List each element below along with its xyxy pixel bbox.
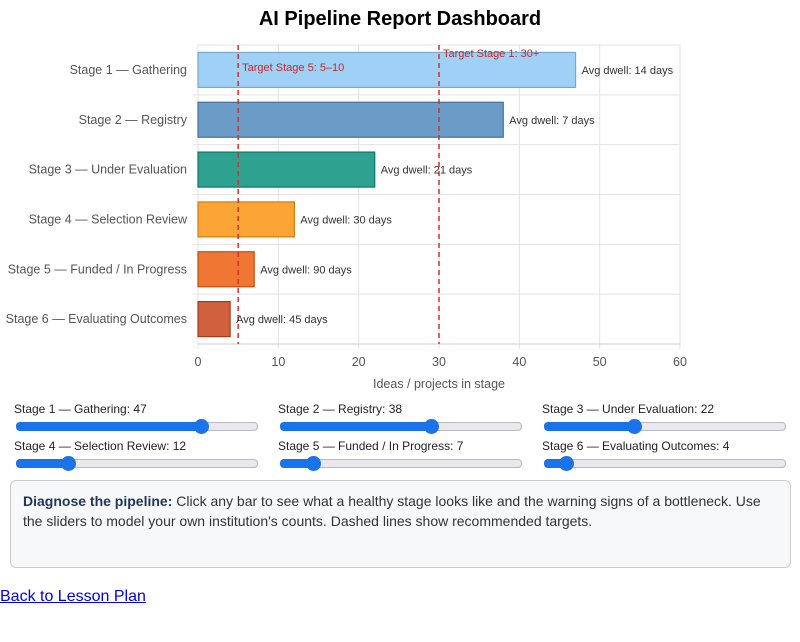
category-label: Stage 1 — Gathering (70, 63, 187, 77)
x-tick-label: 50 (593, 355, 607, 369)
slider-thumb[interactable] (559, 456, 575, 471)
x-tick-label: 10 (271, 355, 285, 369)
bar-stage-4[interactable] (197, 201, 296, 238)
slider-stage-3: Stage 3 — Under Evaluation: 22 (542, 402, 790, 435)
slider-track[interactable] (14, 454, 258, 472)
slider-stage-1: Stage 1 — Gathering: 47 (14, 402, 278, 435)
slider-fill (544, 459, 567, 468)
target-label: Target Stage 1: 30+ (443, 48, 539, 60)
bar-data-label: Avg dwell: 7 days (509, 115, 595, 127)
target-label: Target Stage 5: 5–10 (242, 62, 344, 74)
slider-fill (280, 422, 431, 431)
x-tick-label: 60 (673, 355, 687, 369)
chart-labels: 0 10 20 30 40 50 60 Stage 1 — Gathering Avg dwel… (6, 63, 687, 369)
category-label: Stage 6 — Evaluating Outcomes (6, 312, 187, 326)
slider-fill (16, 459, 69, 468)
slider-track[interactable] (278, 417, 522, 435)
back-to-lesson-plan-link[interactable]: Back to Lesson Plan (0, 588, 146, 605)
slider-track[interactable] (278, 454, 522, 472)
info-text: Click any bar to see what a healthy stag… (23, 493, 761, 529)
stage-sliders: Stage 1 — Gathering: 47 Stage 2 — Registr… (14, 402, 790, 472)
bar-stage-6[interactable] (197, 300, 231, 338)
slider-track[interactable] (14, 417, 258, 435)
slider-thumb[interactable] (306, 456, 322, 471)
slider-label: Stage 6 — Evaluating Outcomes: 4 (542, 439, 730, 453)
slider-track[interactable] (542, 454, 786, 472)
slider-thumb[interactable] (627, 419, 643, 434)
slider-fill (16, 422, 201, 431)
bar-data-label: Avg dwell: 45 days (236, 314, 328, 326)
bar-data-label: Avg dwell: 14 days (582, 65, 674, 77)
slider-fill (544, 422, 635, 431)
slider-thumb[interactable] (193, 419, 209, 434)
bar-data-label: Avg dwell: 90 days (260, 264, 352, 276)
slider-fill (280, 459, 314, 468)
slider-label: Stage 2 — Registry: 38 (278, 402, 403, 416)
chart-bars (197, 51, 577, 338)
x-tick-label: 20 (352, 355, 366, 369)
info-heading: Diagnose the pipeline: (23, 493, 173, 509)
slider-rail (544, 459, 786, 468)
bar-stage-1[interactable] (197, 51, 577, 89)
page-title: AI Pipeline Report Dashboard (258, 8, 542, 30)
category-label: Stage 3 — Under Evaluation (29, 163, 187, 177)
slider-label: Stage 5 — Funded / In Progress: 7 (278, 439, 464, 453)
slider-track[interactable] (542, 417, 786, 435)
category-label: Stage 2 — Registry (79, 113, 188, 127)
bar-stage-5[interactable] (197, 251, 255, 288)
bar-stage-3[interactable] (197, 151, 376, 188)
slider-label: Stage 3 — Under Evaluation: 22 (542, 402, 715, 416)
x-tick-label: 40 (512, 355, 526, 369)
bar-data-label: Avg dwell: 21 days (381, 165, 473, 177)
category-label: Stage 5 — Funded / In Progress (8, 262, 187, 276)
slider-stage-5: Stage 5 — Funded / In Progress: 7 (278, 439, 542, 472)
x-axis-title: Ideas / projects in stage (373, 377, 505, 391)
slider-stage-4: Stage 4 — Selection Review: 12 (14, 439, 278, 472)
slider-thumb[interactable] (61, 456, 77, 471)
slider-thumb[interactable] (423, 419, 439, 434)
slider-label: Stage 4 — Selection Review: 12 (14, 439, 187, 453)
info-panel: Diagnose the pipeline: Click any bar to … (10, 480, 791, 568)
bar-stage-2[interactable] (197, 101, 504, 138)
slider-stage-2: Stage 2 — Registry: 38 (278, 402, 542, 435)
bar-data-label: Avg dwell: 30 days (300, 214, 392, 226)
chart-grid (193, 44, 681, 349)
category-label: Stage 4 — Selection Review (29, 212, 188, 226)
slider-label: Stage 1 — Gathering: 47 (14, 402, 147, 416)
x-tick-label: 30 (432, 355, 446, 369)
chart-targets: Target Stage 5: 5–10 Target Stage 1: 30+ (237, 45, 539, 344)
x-tick-label: 0 (195, 355, 202, 369)
slider-stage-6: Stage 6 — Evaluating Outcomes: 4 (542, 439, 790, 472)
